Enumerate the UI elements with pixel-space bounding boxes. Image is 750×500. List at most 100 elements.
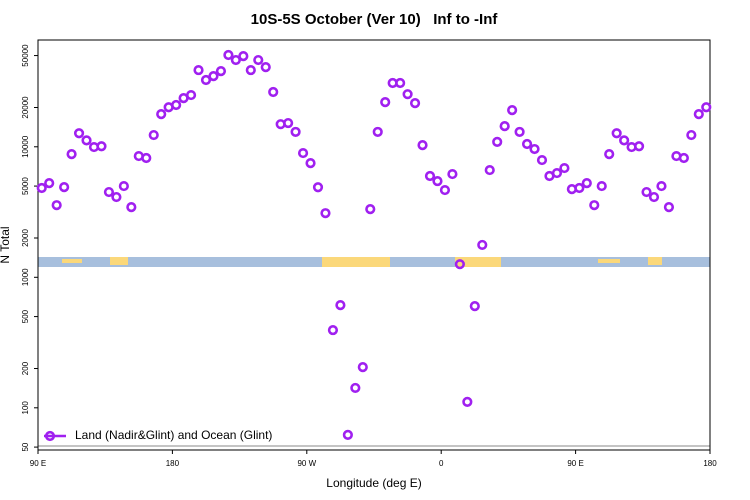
land-band (62, 259, 82, 263)
data-point (260, 61, 271, 73)
data-point (36, 182, 47, 194)
data-point (215, 66, 227, 77)
data-point (342, 429, 353, 441)
data-point (574, 182, 585, 194)
data-point (372, 126, 383, 138)
data-point (283, 117, 294, 129)
y-tick-label: 2000 (21, 229, 30, 247)
data-point (596, 180, 607, 192)
data-point (51, 200, 62, 211)
y-tick-label: 100 (21, 401, 30, 415)
data-point (656, 180, 667, 192)
data-point (238, 51, 249, 62)
data-point (320, 208, 331, 219)
data-point (193, 64, 204, 76)
data-point (439, 184, 451, 196)
data-point (619, 135, 630, 146)
data-point (559, 162, 570, 174)
x-tick-label: 90 E (567, 459, 583, 468)
data-point (312, 182, 324, 193)
x-tick-label: 180 (703, 459, 717, 468)
x-tick-label: 90 W (297, 459, 316, 468)
data-point (507, 105, 518, 116)
data-point (529, 143, 540, 155)
data-point (693, 109, 704, 120)
x-tick-label: 180 (166, 459, 180, 468)
y-tick-label: 500 (21, 309, 30, 323)
data-point (59, 182, 70, 193)
data-point (81, 135, 92, 146)
data-point (126, 202, 137, 213)
y-tick-label: 20000 (21, 96, 30, 119)
data-point (589, 200, 600, 211)
data-point (686, 129, 697, 141)
data-point (223, 49, 234, 61)
data-point (536, 154, 548, 166)
data-point (462, 396, 473, 407)
data-point (357, 362, 368, 373)
chart-title: 10S-5S October (Ver 10) Inf to -Inf (251, 11, 499, 28)
legend-label: Land (Nadir&Glint) and Ocean (Glint) (75, 428, 272, 442)
data-point (604, 148, 615, 160)
data-point (424, 170, 436, 182)
x-tick-label: 0 (439, 459, 444, 468)
data-point (633, 141, 645, 152)
data-point (156, 109, 167, 120)
data-point (678, 152, 689, 164)
data-point (141, 152, 152, 164)
data-point (335, 300, 346, 311)
data-point (417, 140, 428, 151)
data-point (499, 121, 510, 132)
data-point (581, 177, 592, 189)
data-point (454, 259, 465, 270)
data-point (305, 157, 316, 169)
data-point (111, 191, 122, 203)
data-point (171, 99, 182, 111)
data-point (365, 204, 376, 215)
data-point (66, 148, 77, 160)
data-point (245, 64, 256, 76)
y-axis-label: N Total (0, 226, 12, 263)
data-point (663, 202, 675, 213)
data-point (327, 324, 339, 336)
land-ocean-band (38, 257, 710, 267)
data-point (701, 102, 712, 113)
data-point (611, 128, 622, 139)
data-point (290, 126, 301, 138)
data-point (648, 191, 660, 203)
data-point (297, 147, 309, 159)
y-tick-label: 50 (21, 442, 30, 451)
legend-marker (44, 430, 56, 442)
data-point (380, 96, 391, 108)
data-point (73, 128, 85, 139)
data-point (148, 129, 159, 141)
data-point (492, 136, 503, 148)
x-tick-label: 90 E (30, 459, 46, 468)
land-band (110, 257, 128, 265)
land-band (455, 257, 501, 267)
data-point (200, 74, 212, 86)
data-point (447, 168, 458, 180)
data-point (551, 167, 563, 179)
land-band (598, 259, 620, 263)
data-point (402, 89, 413, 100)
land-band (322, 257, 390, 267)
data-point (395, 77, 406, 89)
data-point (521, 138, 533, 150)
data-point (469, 301, 480, 312)
plot-frame (37, 39, 711, 451)
data-point (477, 239, 488, 251)
x-axis-label: Longitude (deg E) (326, 476, 421, 490)
data-point (253, 54, 264, 66)
data-point (350, 382, 361, 394)
y-tick-label: 5000 (21, 177, 30, 195)
data-point (514, 126, 525, 138)
y-tick-label: 50000 (21, 44, 30, 67)
y-tick-label: 10000 (21, 135, 30, 158)
data-point (641, 186, 652, 198)
y-tick-label: 1000 (21, 268, 30, 286)
data-point (185, 89, 197, 101)
